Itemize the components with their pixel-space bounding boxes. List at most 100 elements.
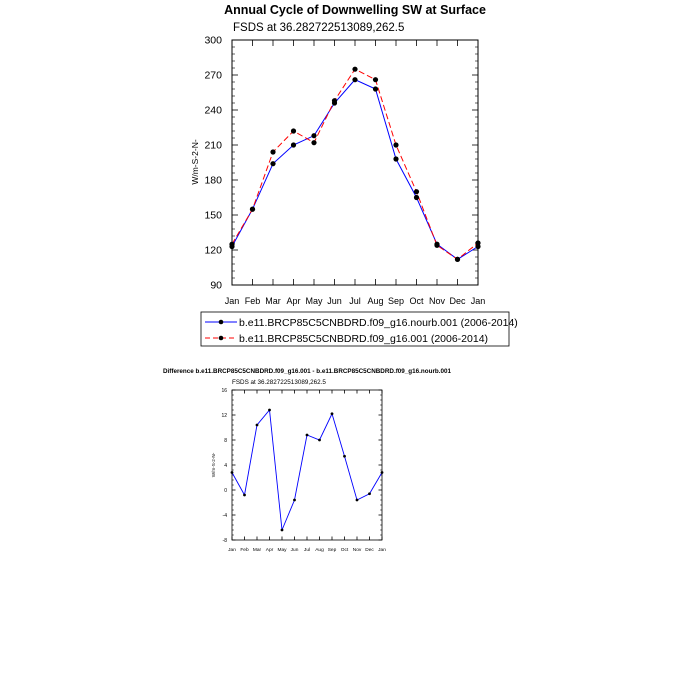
y-axis-label: W/m-S-2-N- xyxy=(211,452,216,477)
series-2-point xyxy=(290,128,297,134)
y-axis-label: W/m-S-2-N- xyxy=(190,139,200,184)
plot-frame xyxy=(231,389,383,541)
legend-marker-series-1 xyxy=(218,319,224,325)
y-tick-labels: 90 120 150 180 210 240 270 300 xyxy=(204,35,222,292)
annual-cycle-chart: Annual Cycle of Downwelling SW at Surfac… xyxy=(190,3,518,347)
series-1-point xyxy=(255,423,259,427)
y-tick-label: 4 xyxy=(224,463,227,469)
series-2-point xyxy=(229,241,235,247)
x-tick-label: Oct xyxy=(409,296,424,306)
chart-subtitle: FSDS at 36.282722513089,262.5 xyxy=(232,379,326,386)
x-tick-label: Jun xyxy=(291,547,299,553)
series-2-point xyxy=(475,240,481,246)
series-1-point xyxy=(372,86,379,92)
series-1-point xyxy=(380,471,384,474)
series-1-point xyxy=(305,433,309,437)
x-tick-labels: Jan Feb Mar Apr May Jun Jul Aug Sep Oct Nov Dec Jan xyxy=(228,547,386,553)
y-tick-label: 16 xyxy=(221,388,227,394)
series-1-point xyxy=(318,438,321,442)
x-tick-label: Jan xyxy=(225,296,240,306)
series-2-point xyxy=(372,77,379,83)
series-1-point xyxy=(368,492,371,496)
x-tick-label: Sep xyxy=(328,547,337,553)
y-tick-labels: -8 -4 0 4 8 12 16 xyxy=(221,388,227,544)
series-2-point xyxy=(270,149,276,155)
series-1-point xyxy=(352,77,358,83)
x-tick-label: Dec xyxy=(449,296,466,306)
chart-title: Difference b.e11.BRCP85C5CNBDRD.f09_g16.… xyxy=(163,368,452,375)
x-tick-label: Sep xyxy=(388,296,404,306)
x-tick-label: Mar xyxy=(265,296,281,306)
x-tick-label: May xyxy=(277,547,287,553)
chart-title: Annual Cycle of Downwelling SW at Surfac… xyxy=(224,3,486,17)
series-2-point xyxy=(352,66,358,72)
legend-marker-series-2 xyxy=(218,335,224,341)
y-tick-label: 240 xyxy=(204,105,222,117)
x-tick-label: Apr xyxy=(286,296,300,306)
series-1-point xyxy=(280,528,284,532)
series-line-1 xyxy=(231,79,479,260)
series-2-point xyxy=(311,140,317,146)
x-tick-label: Jan xyxy=(378,547,386,553)
series-2-point xyxy=(393,142,399,148)
y-tick-label: 210 xyxy=(204,140,222,152)
y-tick-label: 150 xyxy=(204,210,222,222)
y-tick-label: -4 xyxy=(223,513,228,519)
series-line-2 xyxy=(231,68,479,260)
x-tick-label: Feb xyxy=(245,296,261,306)
series-1-point xyxy=(355,498,359,502)
x-tick-label: Jul xyxy=(349,296,361,306)
series-line-1 xyxy=(231,408,383,531)
x-tick-label: Nov xyxy=(353,547,362,553)
series-1-point xyxy=(393,156,399,162)
y-tick-label: 180 xyxy=(204,175,222,187)
series-2-point xyxy=(413,189,420,195)
x-tick-label: Jan xyxy=(471,296,486,306)
x-tick-label: Mar xyxy=(253,547,262,553)
y-tick-label: 12 xyxy=(221,413,227,419)
x-tick-label: Jan xyxy=(228,547,236,553)
series-1-point xyxy=(413,194,420,201)
legend: b.e11.BRCP85C5CNBDRD.f09_g16.nourb.001 (… xyxy=(200,311,518,347)
series-1-point xyxy=(293,498,296,502)
x-tick-label: Aug xyxy=(367,296,383,306)
y-tick-label: 8 xyxy=(224,438,227,444)
y-tick-label: -8 xyxy=(223,538,228,544)
x-tick-label: Dec xyxy=(365,547,374,553)
y-tick-label: 0 xyxy=(224,488,227,494)
series-2-point xyxy=(454,256,461,262)
series-1-point xyxy=(343,454,346,458)
x-tick-label: Jun xyxy=(327,296,342,306)
series-1-point xyxy=(243,493,246,497)
legend-entry-series-2: b.e11.BRCP85C5CNBDRD.f09_g16.001 (2006-2… xyxy=(239,333,488,345)
x-tick-label: Apr xyxy=(266,547,274,553)
series-2-point xyxy=(249,206,256,212)
x-tick-label: Jul xyxy=(304,547,310,553)
y-tick-label: 300 xyxy=(204,35,222,47)
tick-marks xyxy=(231,39,479,286)
x-tick-label: May xyxy=(305,296,323,306)
series-1-point xyxy=(230,471,234,474)
y-tick-label: 120 xyxy=(204,245,222,257)
x-tick-label: Nov xyxy=(429,296,446,306)
series-1-point xyxy=(311,133,317,139)
series-2-point xyxy=(331,98,338,104)
series-group xyxy=(229,66,481,262)
series-1-point xyxy=(270,161,276,167)
x-tick-label: Oct xyxy=(341,547,349,553)
x-tick-label: Aug xyxy=(315,547,324,553)
series-1-point xyxy=(290,142,297,148)
series-1-point xyxy=(268,408,271,412)
y-tick-label: 90 xyxy=(210,280,222,292)
x-tick-label: Feb xyxy=(240,547,249,553)
y-tick-label: 270 xyxy=(204,70,222,82)
legend-box xyxy=(200,311,510,347)
series-1-point xyxy=(330,412,334,416)
x-tick-labels: Jan Feb Mar Apr May Jun Jul Aug Sep Oct Nov Dec Jan xyxy=(225,296,486,306)
legend-entry-series-1: b.e11.BRCP85C5CNBDRD.f09_g16.nourb.001 (… xyxy=(239,317,518,329)
series-group xyxy=(230,408,384,532)
series-2-point xyxy=(434,242,440,248)
chart-subtitle: FSDS at 36.282722513089,262.5 xyxy=(233,22,404,34)
difference-chart: Difference b.e11.BRCP85C5CNBDRD.f09_g16.… xyxy=(163,368,452,553)
